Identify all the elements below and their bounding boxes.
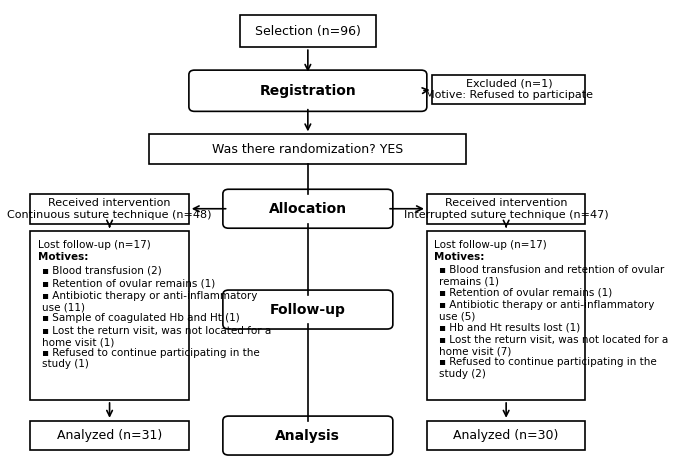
Bar	[240, 15, 376, 47]
Text: ▪ Refused to continue participating in the
study (2): ▪ Refused to continue participating in t…	[439, 357, 656, 378]
Bar	[427, 230, 585, 400]
Text: Lost follow-up (n=17): Lost follow-up (n=17)	[435, 240, 547, 250]
Text: Allocation: Allocation	[269, 202, 347, 216]
Text: Excluded (n=1)
Motive: Refused to participate: Excluded (n=1) Motive: Refused to partic…	[425, 79, 593, 100]
Bar	[30, 420, 189, 450]
Text: Was there randomization? YES: Was there randomization? YES	[212, 142, 403, 156]
FancyBboxPatch shape	[223, 290, 393, 329]
Text: ▪ Lost the return visit, was not located for a
home visit (7): ▪ Lost the return visit, was not located…	[439, 335, 668, 356]
Text: ▪ Hb and Ht results lost (1): ▪ Hb and Ht results lost (1)	[439, 322, 580, 332]
FancyBboxPatch shape	[223, 189, 393, 228]
Text: Received intervention
Continuous suture technique (n=48): Received intervention Continuous suture …	[7, 198, 211, 219]
Text: ▪ Antibiotic therapy or anti-inflammatory
use (11): ▪ Antibiotic therapy or anti-inflammator…	[42, 291, 258, 313]
Text: ▪ Blood transfusion and retention of ovular
remains (1): ▪ Blood transfusion and retention of ovu…	[439, 266, 664, 287]
Text: ▪ Sample of coagulated Hb and Ht (1): ▪ Sample of coagulated Hb and Ht (1)	[42, 313, 240, 323]
Text: Analyzed (n=30): Analyzed (n=30)	[454, 429, 559, 442]
Text: Lost follow-up (n=17): Lost follow-up (n=17)	[37, 240, 150, 250]
Bar	[432, 75, 585, 105]
Text: Follow-up: Follow-up	[270, 302, 346, 317]
Text: Analyzed (n=31): Analyzed (n=31)	[57, 429, 163, 442]
FancyBboxPatch shape	[189, 70, 427, 112]
Text: Received intervention
Interrupted suture technique (n=47): Received intervention Interrupted suture…	[404, 198, 609, 219]
Bar	[149, 134, 466, 164]
Text: ▪ Retention of ovular remains (1): ▪ Retention of ovular remains (1)	[439, 287, 612, 297]
Text: ▪ Blood transfusion (2): ▪ Blood transfusion (2)	[42, 266, 162, 275]
Bar	[30, 230, 189, 400]
Text: Motives:: Motives:	[435, 253, 485, 262]
Bar	[427, 194, 585, 224]
Text: Motives:: Motives:	[37, 253, 88, 262]
Text: ▪ Lost the return visit, was not located for a
home visit (1): ▪ Lost the return visit, was not located…	[42, 326, 271, 348]
Text: Registration: Registration	[260, 84, 356, 98]
Text: ▪ Retention of ovular remains (1): ▪ Retention of ovular remains (1)	[42, 278, 216, 288]
Bar	[427, 420, 585, 450]
Text: Selection (n=96): Selection (n=96)	[255, 25, 361, 38]
Text: Analysis: Analysis	[275, 429, 340, 443]
Text: ▪ Antibiotic therapy or anti-inflammatory
use (5): ▪ Antibiotic therapy or anti-inflammator…	[439, 300, 654, 322]
FancyBboxPatch shape	[223, 416, 393, 455]
Bar	[30, 194, 189, 224]
Text: ▪ Refused to continue participating in the
study (1): ▪ Refused to continue participating in t…	[42, 348, 260, 369]
